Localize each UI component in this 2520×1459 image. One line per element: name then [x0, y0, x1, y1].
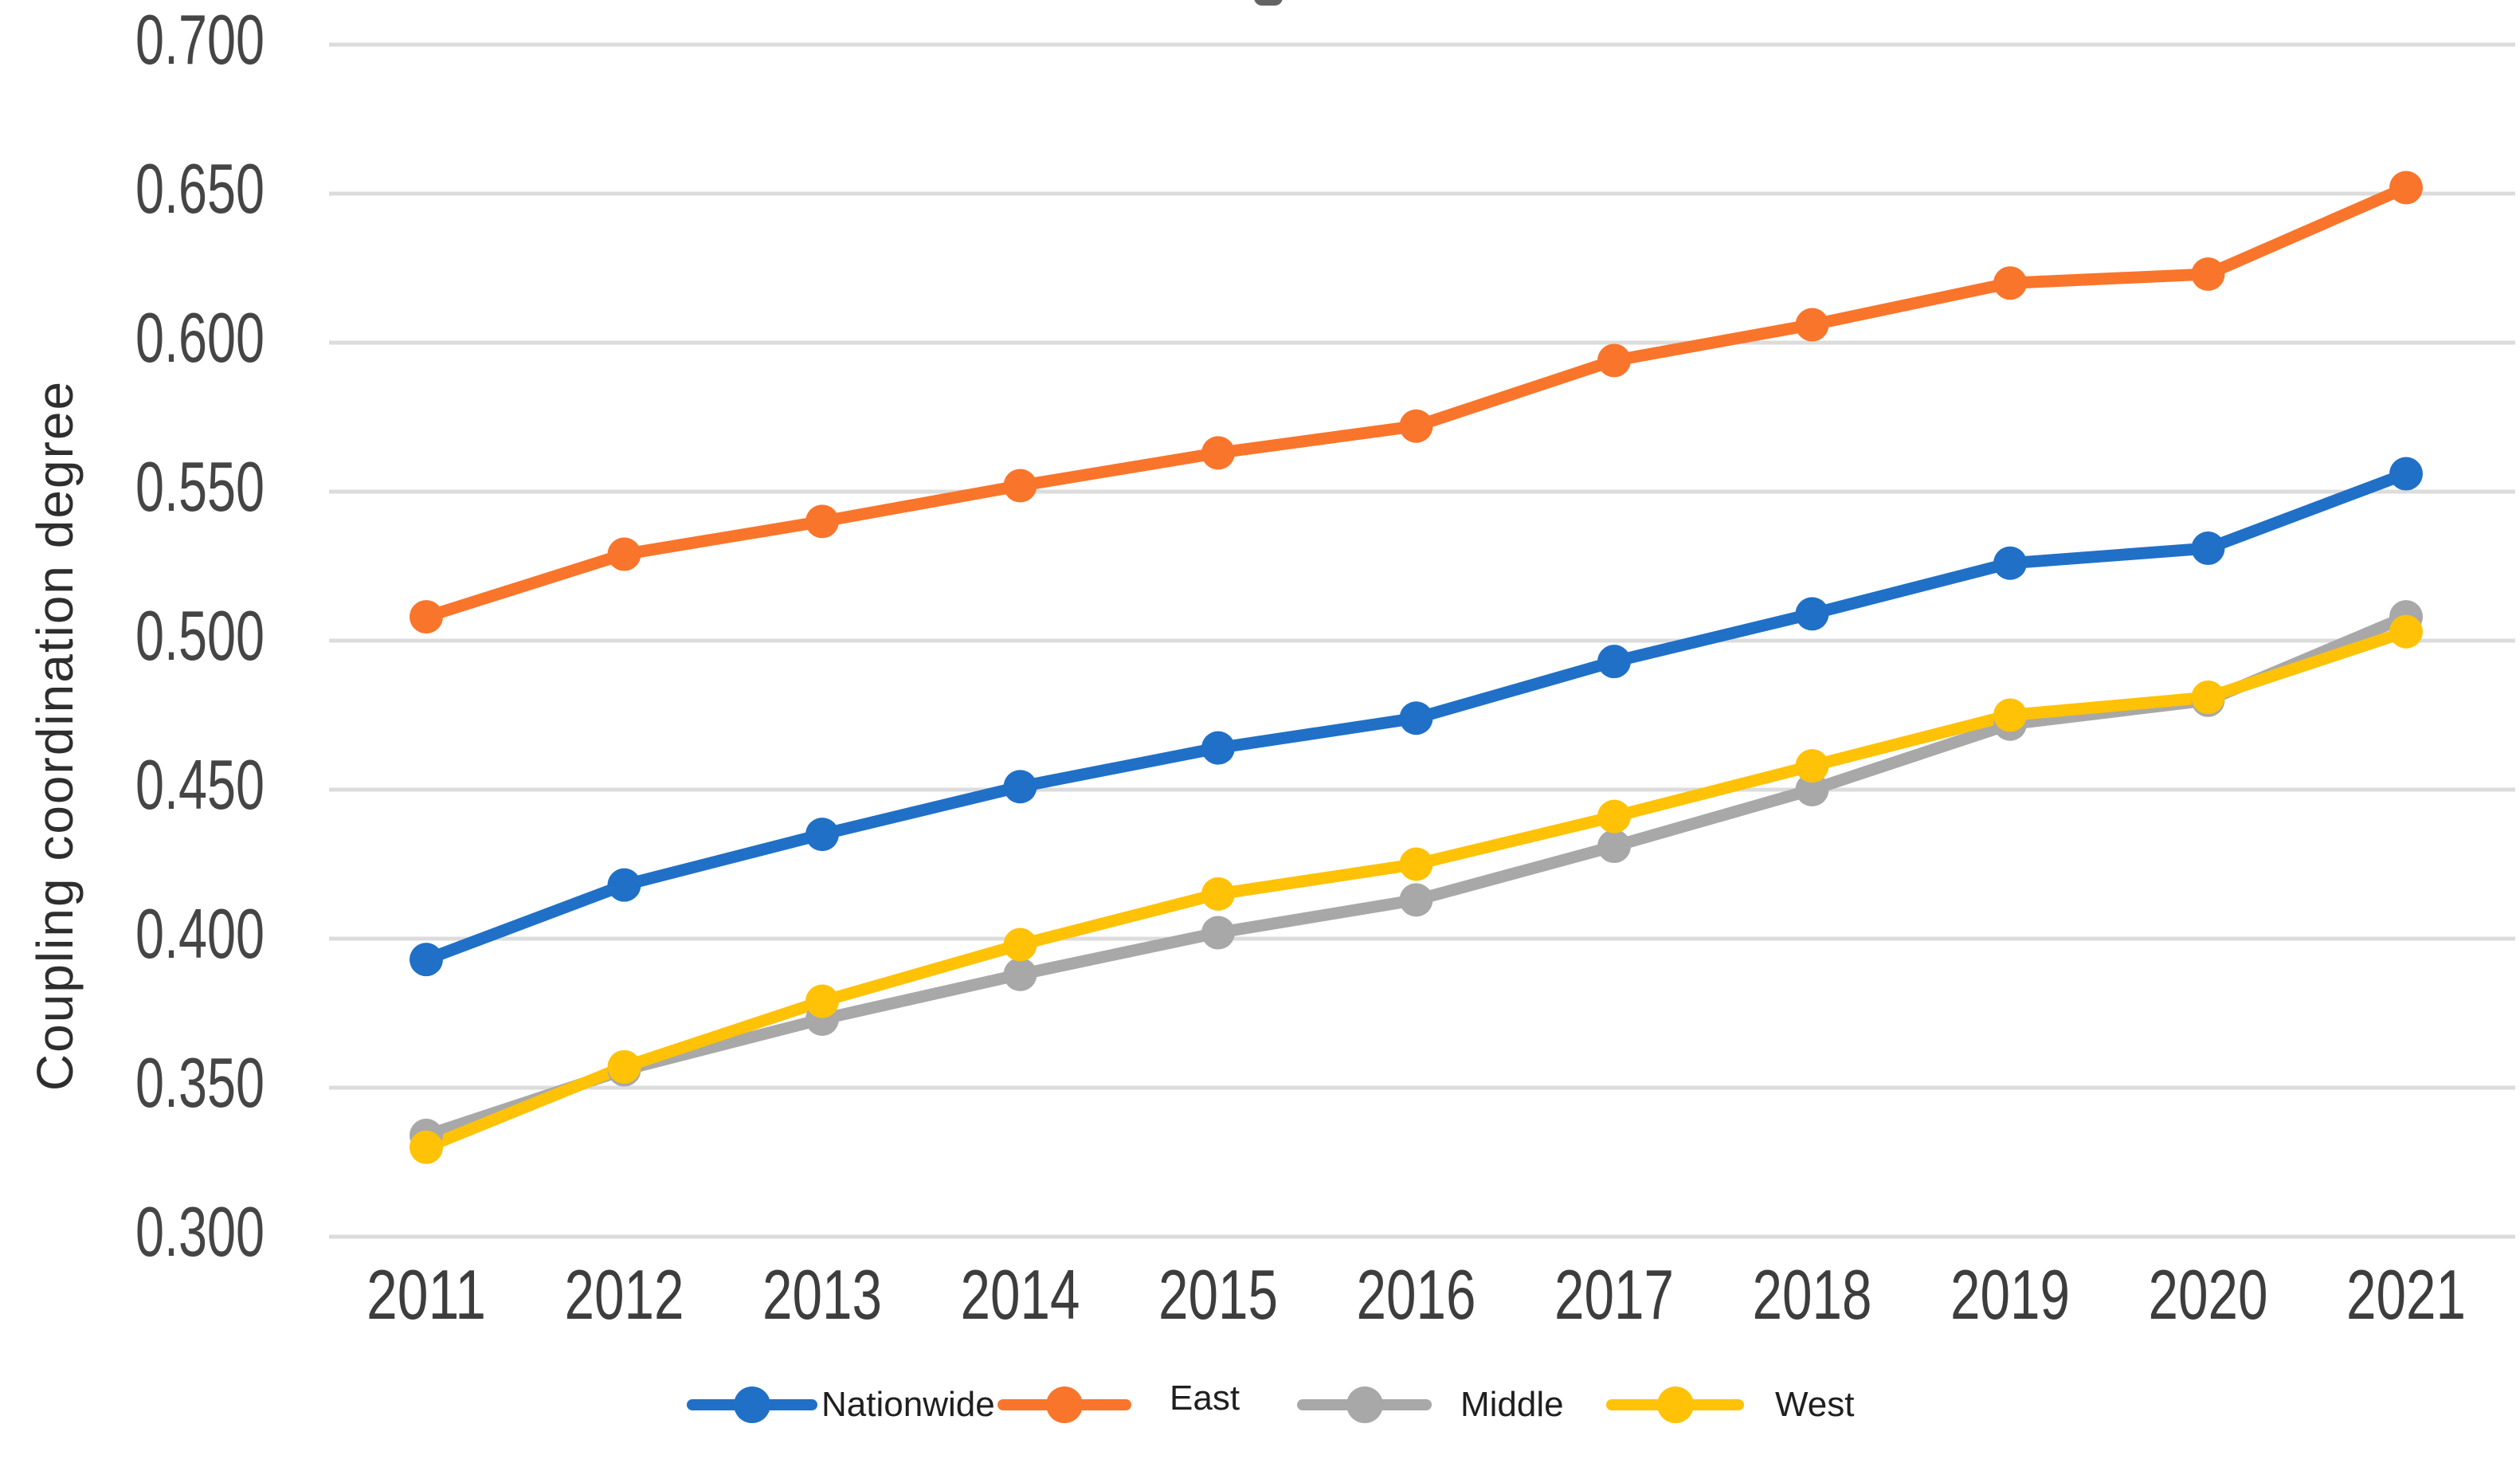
data-point-east-2015	[1201, 436, 1235, 470]
data-point-east-2016	[1399, 409, 1433, 443]
legend-marker-icon	[1046, 1386, 1083, 1423]
data-point-west-2019	[1993, 698, 2027, 732]
legend-label-middle: Middle	[1460, 1385, 1564, 1424]
data-point-west-2018	[1795, 749, 1829, 783]
data-point-nationwide-2012	[607, 868, 641, 902]
gridlines	[329, 42, 2515, 1239]
x-tick-label: 2013	[762, 1255, 882, 1334]
data-point-middle-2017	[1597, 830, 1631, 864]
data-point-nationwide-2013	[805, 818, 839, 852]
data-point-nationwide-2021	[2389, 457, 2423, 491]
x-tick-label: 2016	[1357, 1255, 1476, 1334]
y-tick-label: 0.300	[135, 1192, 265, 1271]
data-point-west-2020	[2191, 680, 2225, 715]
data-point-east-2020	[2191, 257, 2225, 291]
y-tick-label: 0.450	[135, 745, 265, 824]
data-point-west-2013	[805, 984, 839, 1018]
data-point-nationwide-2017	[1597, 645, 1631, 679]
y-tick-label: 0.600	[135, 298, 265, 377]
data-point-middle-2016	[1399, 883, 1433, 917]
x-tick-label: 2021	[2346, 1255, 2466, 1334]
y-axis-tick-labels: 0.700 0.650 0.600 0.550 0.500 0.450 0.400 0.350…	[135, 0, 265, 1271]
legend-label-west: West	[1775, 1385, 1855, 1424]
legend-swatch-nationwide	[687, 1386, 817, 1423]
data-point-west-2021	[2389, 614, 2423, 649]
data-point-nationwide-2011	[410, 943, 443, 977]
y-axis-title: Coupling coordination degree	[26, 379, 84, 1092]
x-tick-label: 2020	[2149, 1255, 2268, 1334]
x-tick-label: 2014	[961, 1255, 1080, 1334]
series-lines	[420, 182, 2412, 1154]
y-tick-label: 0.400	[135, 894, 265, 973]
x-axis-tick-labels: 2011 2012 2013 2014 2015 2016 2017 2018 2019 2020…	[366, 1255, 2466, 1334]
data-point-east-2011	[410, 600, 443, 634]
x-tick-label: 2019	[1950, 1255, 2070, 1334]
data-point-nationwide-2019	[1993, 546, 2027, 580]
x-tick-label: 2011	[366, 1255, 486, 1334]
legend-swatch-middle	[1297, 1386, 1432, 1423]
y-tick-label: 0.550	[135, 447, 265, 526]
y-tick-label: 0.650	[135, 149, 265, 228]
data-point-east-2018	[1795, 308, 1829, 342]
clipped-title-fragment	[1254, 0, 1283, 6]
data-point-nationwide-2018	[1795, 597, 1829, 631]
data-point-east-2021	[2389, 171, 2423, 205]
data-point-east-2012	[607, 537, 641, 571]
data-point-east-2019	[1993, 266, 2027, 300]
legend-label-nationwide: Nationwide	[821, 1385, 995, 1424]
legend-label-east: East	[1170, 1379, 1240, 1418]
legend-marker-icon	[1656, 1386, 1694, 1423]
x-tick-label: 2018	[1753, 1255, 1872, 1334]
legend-swatch-east	[997, 1386, 1131, 1423]
data-point-nationwide-2014	[1003, 770, 1037, 804]
data-point-nationwide-2020	[2191, 531, 2225, 566]
data-point-middle-2018	[1795, 773, 1829, 806]
data-point-west-2017	[1597, 799, 1631, 833]
data-point-nationwide-2016	[1399, 701, 1433, 735]
series-markers	[410, 171, 2423, 1164]
data-point-middle-2014	[1003, 957, 1037, 991]
legend-marker-icon	[734, 1386, 770, 1423]
y-tick-label: 0.350	[135, 1043, 265, 1122]
legend-marker-icon	[1346, 1386, 1383, 1423]
x-tick-label: 2017	[1554, 1255, 1674, 1334]
data-point-east-2013	[805, 504, 839, 539]
data-point-west-2015	[1201, 877, 1235, 911]
data-point-middle-2015	[1201, 916, 1235, 950]
data-point-west-2016	[1399, 847, 1433, 881]
data-point-west-2012	[607, 1049, 641, 1084]
x-tick-label: 2015	[1158, 1255, 1278, 1334]
data-point-west-2014	[1003, 928, 1037, 962]
y-tick-label: 0.500	[135, 596, 265, 675]
data-point-west-2011	[410, 1130, 443, 1164]
y-tick-label: 0.700	[135, 0, 265, 79]
legend-swatch-west	[1606, 1386, 1744, 1423]
data-point-nationwide-2015	[1201, 731, 1235, 765]
data-point-east-2014	[1003, 469, 1037, 503]
x-tick-label: 2012	[565, 1255, 684, 1334]
data-point-east-2017	[1597, 343, 1631, 378]
